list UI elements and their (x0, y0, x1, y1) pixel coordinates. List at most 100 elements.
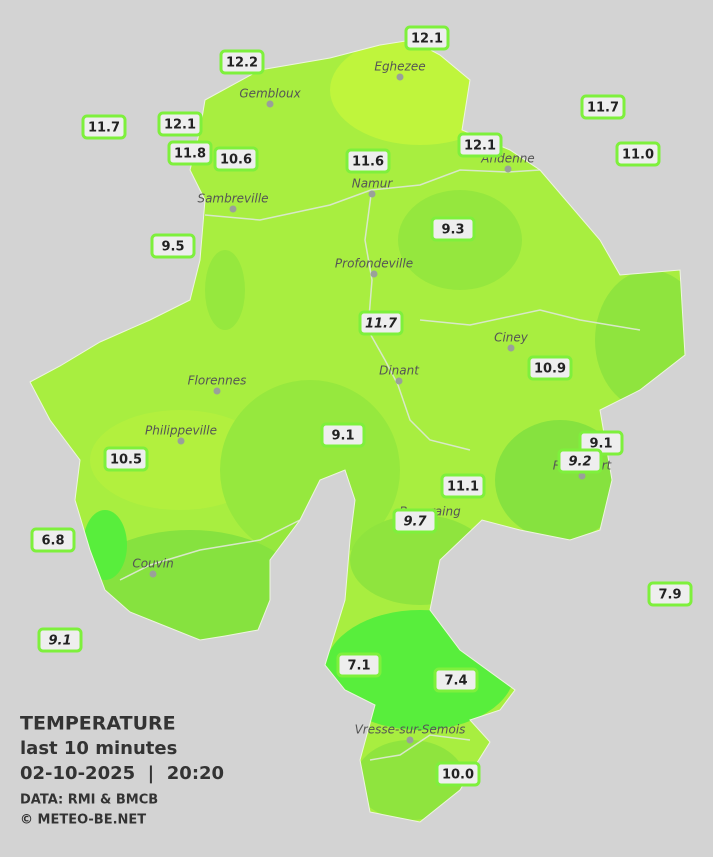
station-value: 9.7 (403, 515, 427, 530)
city-label: Gembloux (239, 87, 301, 101)
city-dot (213, 387, 221, 395)
city-label: Couvin (132, 557, 173, 571)
city-label: Florennes (188, 374, 247, 388)
station: 11.6 (345, 148, 391, 174)
station: 10.5 (103, 446, 149, 472)
city-label: Dinant (379, 364, 420, 378)
station: 7.9 (647, 581, 693, 607)
station: 10.6 (213, 146, 259, 172)
station-box (167, 140, 213, 166)
station-value: 7.4 (444, 674, 467, 689)
station-value: 12.2 (226, 56, 258, 71)
station-value: 10.6 (220, 153, 252, 168)
station-value: 10.9 (534, 362, 566, 377)
city-dot (578, 472, 586, 480)
city-label: Profondeville (335, 257, 413, 271)
station-value: 9.5 (161, 240, 184, 255)
source: DATA: RMI & BMCB (20, 793, 158, 808)
station-value: 9.1 (331, 429, 354, 444)
station-value: 12.1 (464, 139, 496, 154)
station-box (647, 581, 693, 607)
station-value: 12.1 (164, 118, 196, 133)
station: 11.1 (440, 473, 486, 499)
station: 11.0 (615, 141, 661, 167)
station-value: 9.1 (48, 634, 71, 649)
station: 7.1 (336, 652, 382, 678)
city-dot (229, 205, 237, 213)
station: 9.7 (392, 508, 438, 534)
station: 12.1 (457, 132, 503, 158)
station-box (81, 114, 127, 140)
city-label: Namur (352, 177, 394, 191)
station-box (527, 355, 573, 381)
station-value: 10.0 (442, 768, 474, 783)
title: TEMPERATURE (20, 713, 176, 735)
station-box (392, 508, 438, 534)
city-label: Ciney (494, 331, 529, 345)
station-value: 7.9 (658, 588, 681, 603)
station-value: 7.1 (347, 659, 370, 674)
station-box (103, 446, 149, 472)
station-box (320, 422, 366, 448)
station-box (430, 216, 476, 242)
station-value: 9.3 (441, 223, 464, 238)
city-label: Vresse-sur-Semois (355, 723, 466, 737)
subtitle: last 10 minutes (20, 738, 177, 759)
station-box (435, 761, 481, 787)
station-value: 10.5 (110, 453, 142, 468)
station-value: 11.7 (365, 317, 398, 332)
station-box (358, 310, 404, 336)
station-box (150, 233, 196, 259)
station-value: 9.2 (568, 455, 591, 470)
station-box (440, 473, 486, 499)
copyright: © METEO-BE.NET (20, 813, 146, 828)
station: 11.8 (167, 140, 213, 166)
station-box (219, 49, 265, 75)
station-box (213, 146, 259, 172)
station-box (404, 25, 450, 51)
station-box (433, 667, 479, 693)
station: 9.3 (430, 216, 476, 242)
station-box (336, 652, 382, 678)
station: 7.4 (433, 667, 479, 693)
station-box (457, 132, 503, 158)
station-value: 11.7 (88, 121, 120, 136)
station-box (557, 448, 603, 474)
city-dot (368, 190, 376, 198)
rivers (119, 169, 641, 761)
city-label: Philippeville (145, 424, 217, 438)
station: 9.1 (37, 627, 83, 653)
station-value: 12.1 (411, 32, 443, 47)
station: 10.9 (527, 355, 573, 381)
stations: 12.1 12.2 11.7 12.1 11.8 10.6 11.6 12.1 11.7 11.0… (30, 25, 693, 787)
station-value: 11.1 (447, 480, 479, 495)
city-dot (177, 437, 185, 445)
station-value: 9.1 (589, 437, 612, 452)
station: 9.1 (320, 422, 366, 448)
station: 11.7 (358, 310, 404, 336)
station-value: 11.6 (352, 155, 384, 170)
city-dot (370, 270, 378, 278)
station-box (615, 141, 661, 167)
station-box (30, 527, 76, 553)
city-dot (149, 570, 157, 578)
station-box (157, 111, 203, 137)
station: 10.0 (435, 761, 481, 787)
station: 12.1 (157, 111, 203, 137)
station: 9.5 (150, 233, 196, 259)
city-dot (406, 736, 414, 744)
station-value: 11.8 (174, 147, 206, 162)
datetime: 02-10-2025 | 20:20 (20, 763, 224, 784)
station: 6.8 (30, 527, 76, 553)
city-label: Sambreville (197, 192, 268, 206)
station-value: 11.0 (622, 148, 654, 163)
station: 12.1 (404, 25, 450, 51)
station: 12.2 (219, 49, 265, 75)
station-value: 6.8 (41, 534, 64, 549)
city-dot (396, 73, 404, 81)
station: 11.7 (580, 94, 626, 120)
station-box (37, 627, 83, 653)
city-dot (504, 165, 512, 173)
city-dot (507, 344, 515, 352)
